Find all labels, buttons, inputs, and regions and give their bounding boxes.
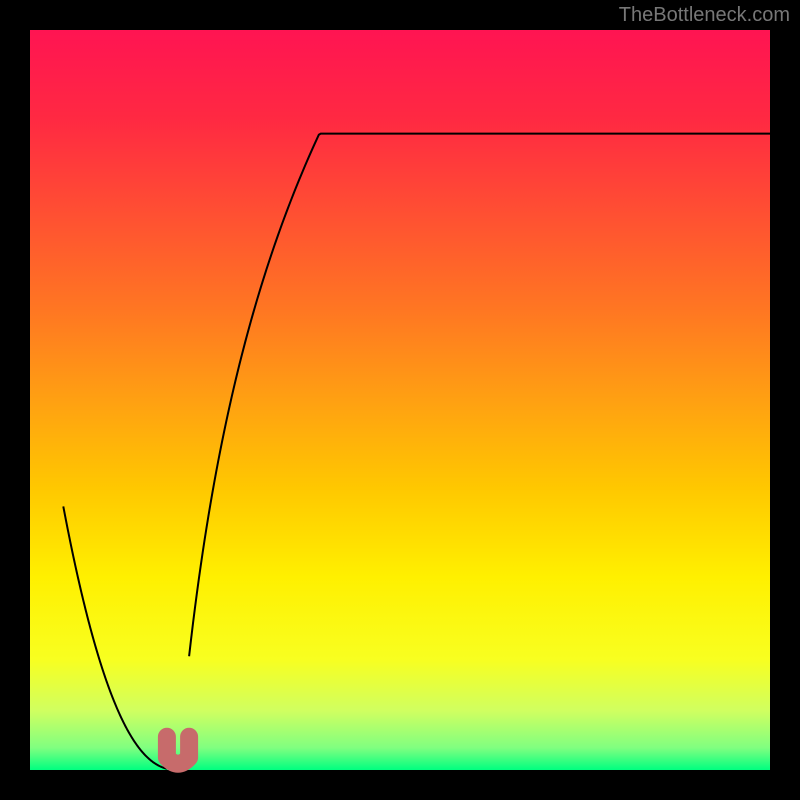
watermark-text: TheBottleneck.com <box>619 4 790 27</box>
chart-svg <box>0 0 800 800</box>
figure-root: TheBottleneck.com <box>0 0 800 800</box>
gradient-background <box>30 30 770 770</box>
